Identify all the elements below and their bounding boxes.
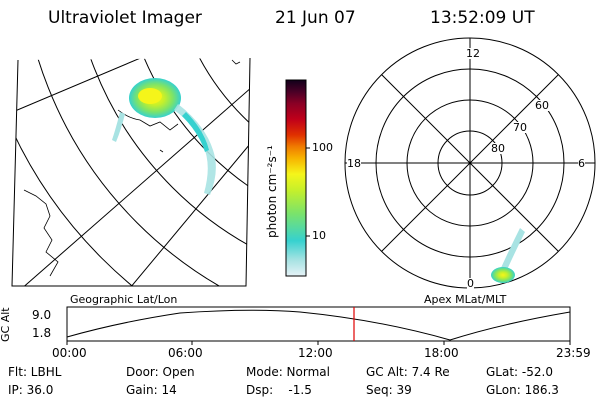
geographic-caption: Geographic Lat/Lon [70, 293, 178, 306]
mlt-label-18: 18 [347, 157, 361, 170]
altitude-tick-max: 9.0 [32, 308, 52, 322]
colorbar-tick-100: 100 [312, 141, 333, 154]
time-tick-2359: 23:59 [556, 346, 591, 360]
observation-time: 13:52:09 UT [430, 8, 535, 28]
mlt-label-12: 12 [466, 47, 480, 60]
filter-info: Flt: LBHL [8, 365, 62, 379]
altitude-ylabel: GC Alt [0, 307, 12, 342]
gain-info: Gain: 14 [126, 383, 177, 397]
seq-info: Seq: 39 [366, 383, 412, 397]
instrument-title: Ultraviolet Imager [48, 8, 202, 28]
mlt-label-0: 0 [467, 277, 474, 290]
mlat-label-80: 80 [491, 142, 505, 155]
mlat-label-70: 70 [513, 121, 527, 134]
mlat-label-60: 60 [535, 99, 549, 112]
mlt-label-6: 6 [578, 157, 585, 170]
time-tick-0600: 06:00 [168, 346, 203, 360]
glon-info: GLon: 186.3 [486, 383, 559, 397]
glat-info: GLat: -52.0 [486, 365, 553, 379]
gc-alt-info: GC Alt: 7.4 Re [366, 365, 450, 379]
colorbar-tick-10: 10 [312, 229, 326, 242]
mode-info: Mode: Normal [246, 365, 330, 379]
time-tick-1200: 12:00 [298, 346, 333, 360]
altitude-tick-min: 1.8 [32, 326, 52, 340]
time-tick-0000: 00:00 [52, 346, 87, 360]
ip-info: IP: 36.0 [8, 383, 54, 397]
observation-date: 21 Jun 07 [275, 8, 356, 28]
door-info: Door: Open [126, 365, 195, 379]
dsp-info: Dsp: -1.5 [246, 383, 312, 397]
apex-caption: Apex MLat/MLT [424, 293, 507, 306]
time-tick-1800: 18:00 [424, 346, 459, 360]
